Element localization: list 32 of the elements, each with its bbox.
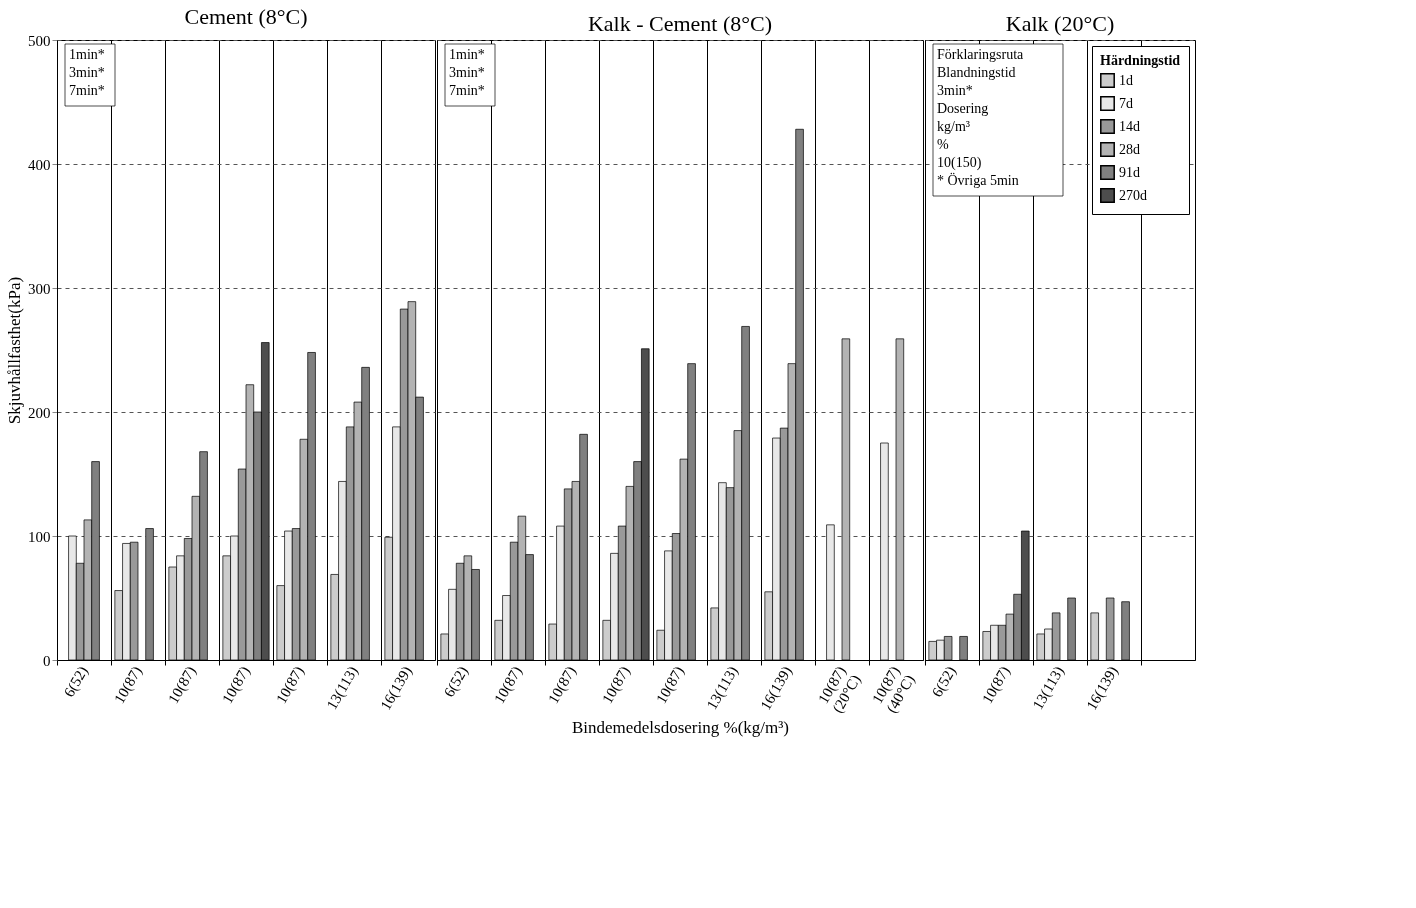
annotation: 1min* (449, 47, 485, 62)
legend-label: 7d (1119, 95, 1133, 111)
y-tick-label: 100 (28, 528, 51, 545)
annotation: 3min* (69, 65, 105, 80)
y-tick-label: 0 (43, 652, 51, 669)
annotation: 3min* (937, 83, 973, 98)
annotation: Dosering (937, 101, 989, 116)
annotation: kg/m³ (937, 119, 970, 134)
legend-label: 1d (1119, 72, 1133, 88)
legend-label: 91d (1119, 164, 1140, 180)
annotation: Blandningstid (937, 65, 1016, 80)
y-tick-label: 200 (28, 404, 51, 421)
y-tick-label: 300 (28, 280, 51, 297)
legend-label: 28d (1119, 141, 1140, 157)
annotation: % (937, 137, 949, 152)
legend-label: 14d (1119, 118, 1140, 134)
x-axis-title: Bindemedelsdosering %(kg/m³) (571, 717, 790, 737)
y-tick-label: 500 (28, 32, 51, 49)
chart-title: Cement (8°C) (184, 4, 308, 29)
annotation: Förklaringsruta (937, 47, 1025, 62)
annotation: 1min* (69, 47, 105, 62)
y-tick-label: 400 (28, 156, 51, 173)
annotation: 7min* (449, 83, 485, 98)
legend-title: Härdningstid (1100, 53, 1181, 68)
annotation: 3min* (449, 65, 485, 80)
legend-label: 270d (1119, 187, 1147, 203)
chart-title: Kalk - Cement (8°C) (587, 11, 773, 36)
annotation: 10(150) (937, 155, 982, 171)
annotation: * Övriga 5min (937, 172, 1019, 188)
annotation: 7min* (69, 83, 105, 98)
chart-title: Kalk (20°C) (1005, 11, 1115, 36)
y-axis-title: Skjuvhållfasthet(kPa) (5, 276, 24, 425)
